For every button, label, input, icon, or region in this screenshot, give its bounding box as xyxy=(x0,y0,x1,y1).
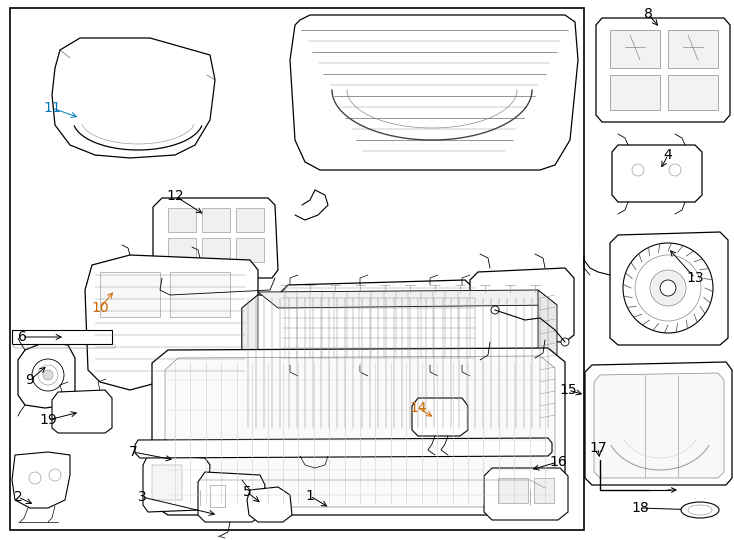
Text: 12: 12 xyxy=(166,189,184,203)
Circle shape xyxy=(43,370,53,380)
Text: 14: 14 xyxy=(409,401,426,415)
Text: 10: 10 xyxy=(91,301,109,315)
Text: 17: 17 xyxy=(589,441,607,455)
Bar xyxy=(202,208,230,232)
Polygon shape xyxy=(594,373,724,478)
Polygon shape xyxy=(135,438,552,458)
Polygon shape xyxy=(152,348,565,515)
Circle shape xyxy=(635,255,701,321)
Bar xyxy=(168,208,196,232)
Circle shape xyxy=(38,365,58,385)
Text: 15: 15 xyxy=(559,383,577,397)
Bar xyxy=(610,30,660,68)
Circle shape xyxy=(632,164,644,176)
Circle shape xyxy=(32,359,64,391)
Polygon shape xyxy=(242,292,555,432)
Text: 6: 6 xyxy=(18,330,26,344)
Ellipse shape xyxy=(681,502,719,518)
Circle shape xyxy=(669,164,681,176)
Polygon shape xyxy=(198,472,265,522)
Text: 5: 5 xyxy=(243,485,251,499)
Polygon shape xyxy=(143,455,210,512)
Text: 3: 3 xyxy=(138,490,146,504)
Text: 9: 9 xyxy=(26,373,34,387)
Polygon shape xyxy=(610,232,728,345)
Polygon shape xyxy=(484,468,568,520)
Circle shape xyxy=(29,472,41,484)
Circle shape xyxy=(660,280,676,296)
Bar xyxy=(152,465,182,500)
Polygon shape xyxy=(153,198,278,278)
Bar xyxy=(534,478,554,503)
Text: 7: 7 xyxy=(128,445,137,459)
Bar xyxy=(202,238,230,262)
Text: 13: 13 xyxy=(686,271,704,285)
Bar xyxy=(236,208,264,232)
Bar xyxy=(236,238,264,262)
Bar xyxy=(668,30,718,68)
Bar xyxy=(168,238,196,262)
Polygon shape xyxy=(85,255,258,390)
Polygon shape xyxy=(596,18,730,122)
Polygon shape xyxy=(165,356,555,507)
Circle shape xyxy=(650,270,686,306)
Circle shape xyxy=(49,469,61,481)
Circle shape xyxy=(561,338,569,346)
Text: 1: 1 xyxy=(305,489,314,503)
Polygon shape xyxy=(247,487,292,522)
Polygon shape xyxy=(12,452,70,508)
Text: 4: 4 xyxy=(664,148,672,162)
Bar xyxy=(12,330,112,344)
Polygon shape xyxy=(52,38,215,158)
Bar xyxy=(10,8,584,530)
Bar xyxy=(100,272,160,317)
Polygon shape xyxy=(612,145,702,202)
Text: 16: 16 xyxy=(549,455,567,469)
Polygon shape xyxy=(412,398,468,436)
Text: 2: 2 xyxy=(14,490,22,504)
Text: 11: 11 xyxy=(43,101,61,115)
Polygon shape xyxy=(242,295,258,432)
Text: 19: 19 xyxy=(39,413,57,427)
Polygon shape xyxy=(585,362,732,485)
Polygon shape xyxy=(52,390,112,433)
Text: 8: 8 xyxy=(644,7,653,21)
Bar xyxy=(668,75,718,110)
Circle shape xyxy=(623,243,713,333)
Text: 18: 18 xyxy=(631,501,649,515)
Polygon shape xyxy=(258,290,557,308)
Bar xyxy=(210,485,225,507)
Polygon shape xyxy=(470,268,574,342)
Circle shape xyxy=(491,306,499,314)
Polygon shape xyxy=(290,15,578,170)
Bar xyxy=(170,272,230,317)
Polygon shape xyxy=(278,280,478,365)
Ellipse shape xyxy=(688,505,712,515)
Bar xyxy=(610,75,660,110)
Bar xyxy=(498,478,528,503)
Polygon shape xyxy=(538,290,557,432)
Polygon shape xyxy=(18,342,75,408)
